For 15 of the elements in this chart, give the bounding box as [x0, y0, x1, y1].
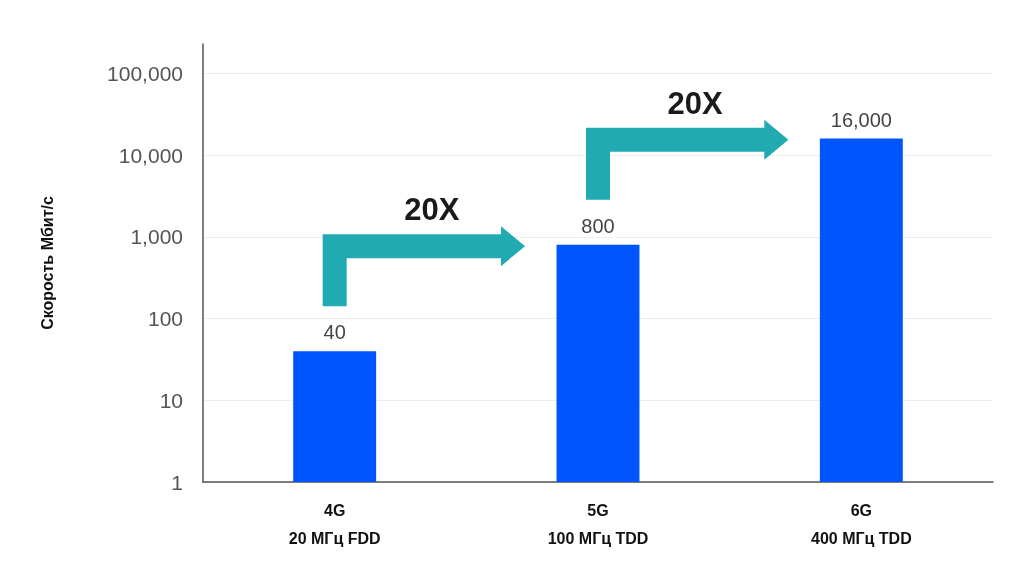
annotation: 20X	[404, 192, 460, 228]
x-tick-label: 5G 100 МГц TDD	[547, 501, 649, 547]
data-label: 40	[323, 321, 346, 344]
data-label: 16,000	[830, 108, 892, 131]
y-tick-label: 1,000	[130, 225, 183, 249]
x-tick-label: 4G 20 МГц FDD	[288, 501, 381, 547]
x-tick-label: 6G 400 МГц TDD	[810, 501, 912, 547]
y-tick-label: 100	[147, 307, 183, 331]
y-axis-title: Скорость Мбит/с	[38, 196, 56, 330]
y-tick-label: 100,000	[107, 62, 183, 86]
y-tick-label: 10	[159, 388, 183, 412]
y-tick-label: 10,000	[118, 143, 183, 167]
y-tick-label: 1	[171, 470, 183, 494]
data-label: 800	[581, 214, 615, 237]
annotation: 20X	[667, 85, 724, 121]
